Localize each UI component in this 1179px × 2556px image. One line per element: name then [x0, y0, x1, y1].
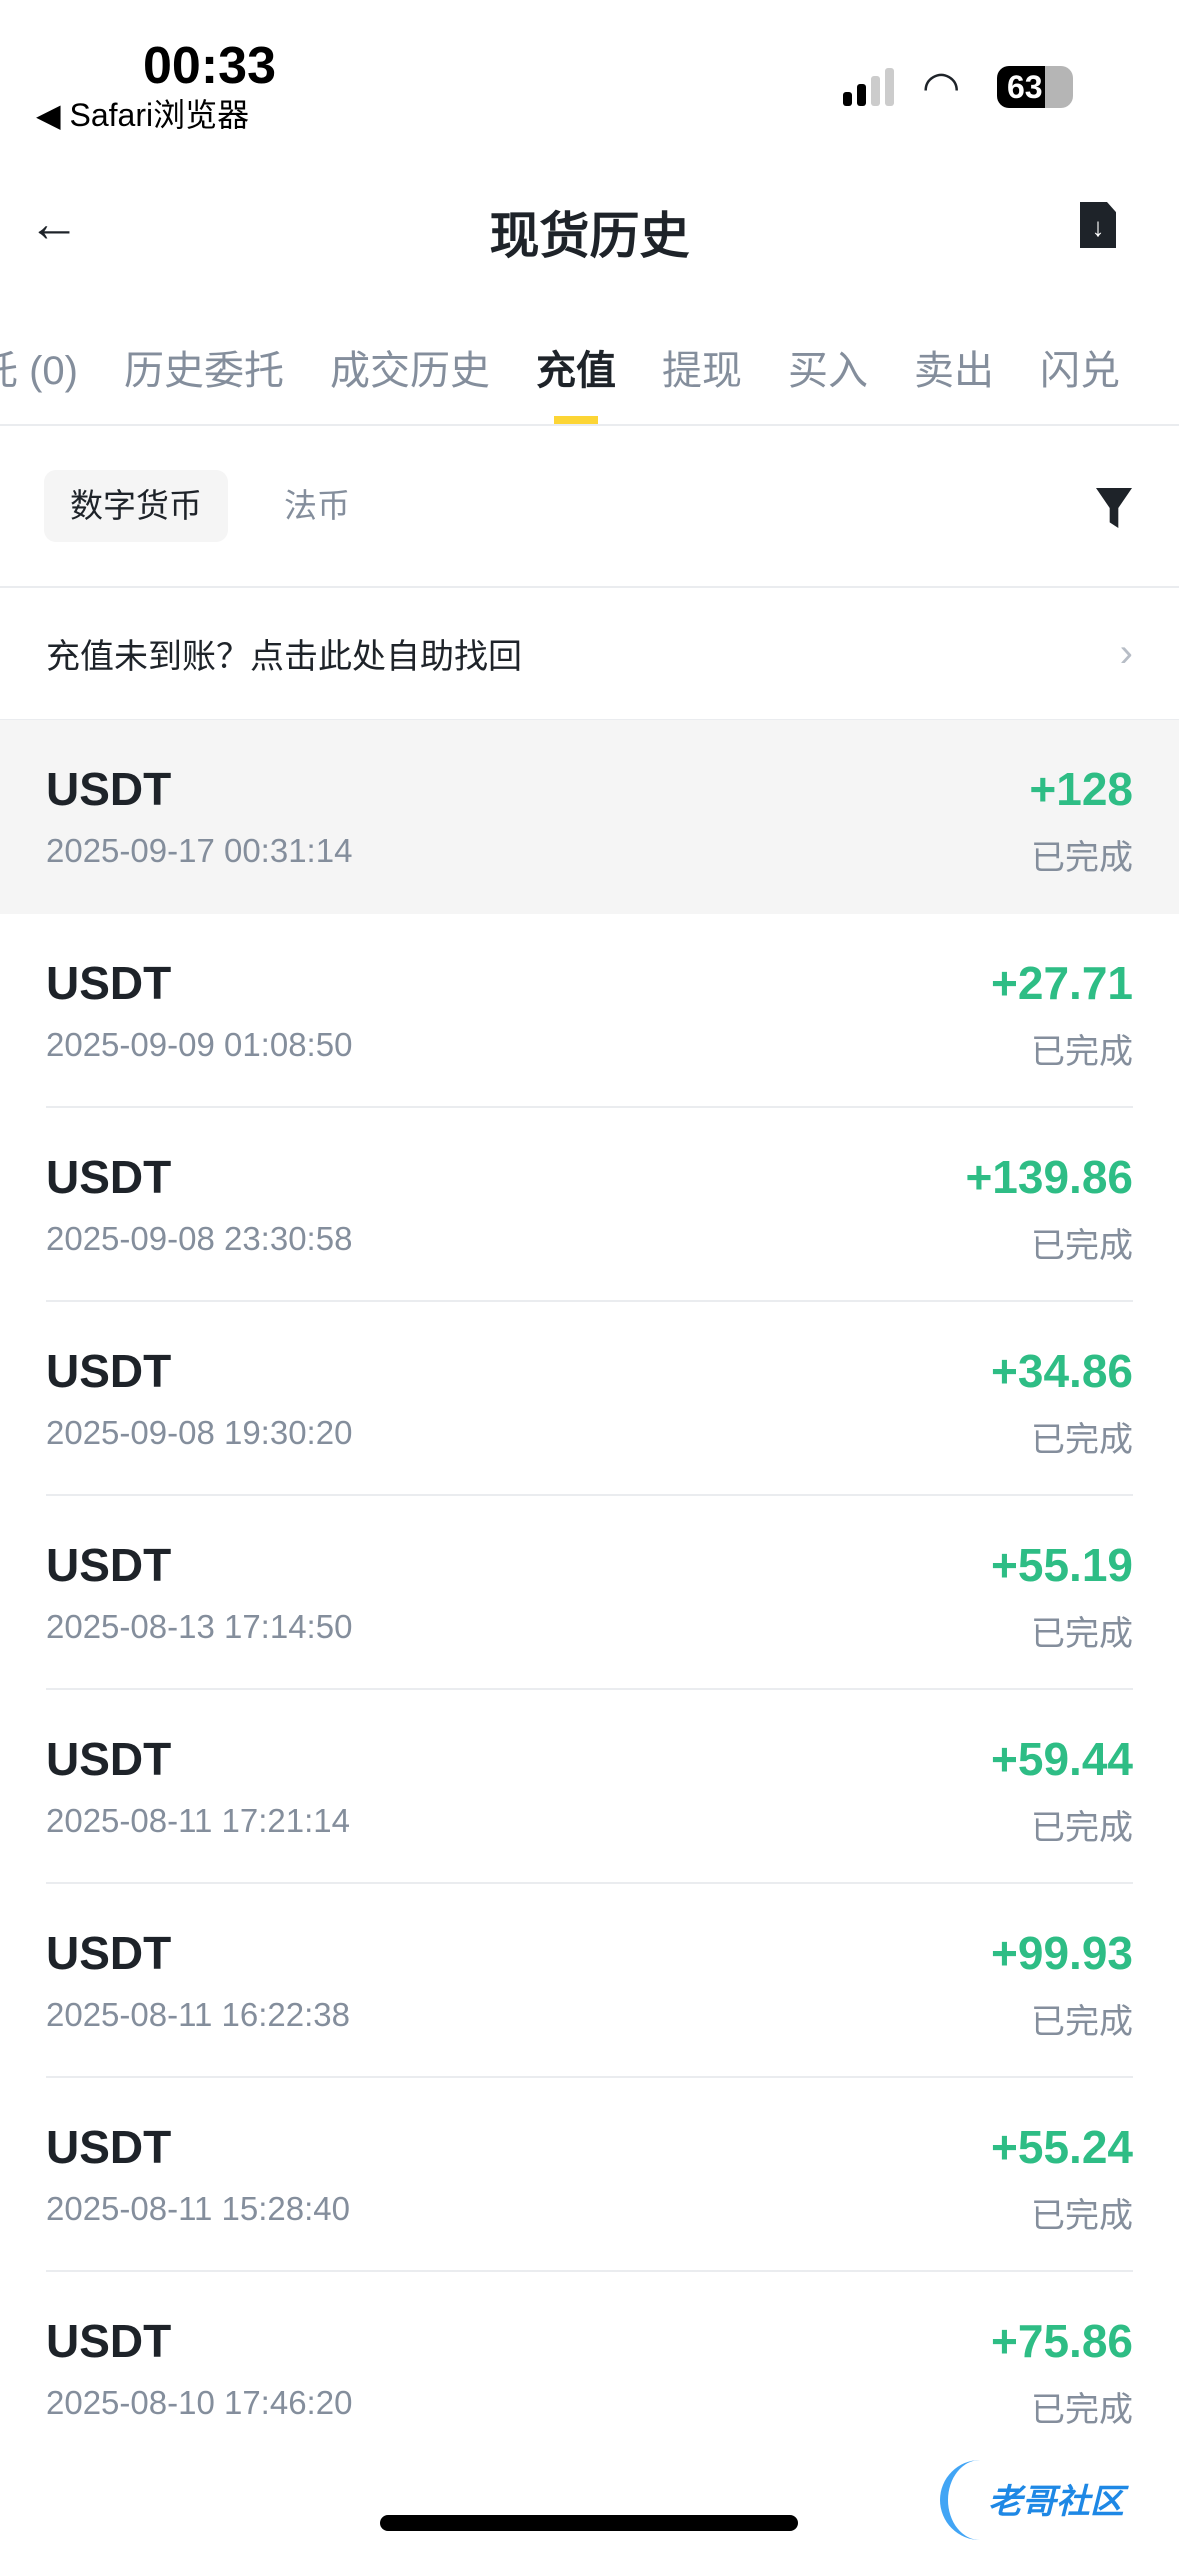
back-to-safari[interactable]: ◀ Safari浏览器 [36, 97, 250, 133]
deposit-recovery-link[interactable]: 充值未到账？点击此处自助找回 › [0, 588, 1179, 719]
header: ← 现货历史 ↓ [0, 180, 1179, 270]
divider [0, 424, 1179, 426]
tab-2[interactable]: 成交历史 [330, 349, 490, 393]
coin-name: USDT [46, 957, 172, 1009]
clock: 00:33 [143, 37, 276, 95]
notice-text: 充值未到账？点击此处自助找回 [46, 638, 522, 676]
deposit-time: 2025-09-09 01:08:50 [46, 1026, 353, 1063]
filter-icon[interactable] [1096, 488, 1132, 528]
status-label: 已完成 [1031, 2197, 1133, 2235]
chevron-right-icon: › [1119, 631, 1133, 675]
deposit-time: 2025-08-11 17:21:14 [46, 1802, 350, 1839]
deposit-time: 2025-08-13 17:14:50 [46, 1608, 353, 1645]
battery-icon: 63 [997, 66, 1073, 108]
row-divider [46, 1688, 1133, 1690]
coin-name: USDT [46, 2315, 172, 2367]
deposit-amount: +55.24 [991, 2121, 1133, 2173]
coin-name: USDT [46, 1733, 172, 1785]
download-file-icon[interactable]: ↓ [1080, 202, 1116, 248]
coin-name: USDT [46, 1927, 172, 1979]
wifi-icon: ◠ [922, 63, 961, 112]
row-divider [46, 1882, 1133, 1884]
deposit-amount: +139.86 [965, 1151, 1133, 1203]
deposit-amount: +128 [1029, 763, 1133, 815]
deposit-row[interactable]: USDT 2025-08-10 17:46:20 +75.86 已完成 [0, 2272, 1179, 2466]
coin-name: USDT [46, 2121, 172, 2173]
status-label: 已完成 [1031, 1227, 1133, 1265]
chip-1[interactable]: 法币 [284, 487, 350, 524]
status-label: 已完成 [1031, 839, 1133, 877]
deposit-amount: +34.86 [991, 1345, 1133, 1397]
row-divider [46, 1106, 1133, 1108]
tab-7[interactable]: 闪兑 [1040, 349, 1120, 393]
deposit-amount: +59.44 [991, 1733, 1133, 1785]
deposit-amount: +99.93 [991, 1927, 1133, 1979]
deposit-list: USDT 2025-09-17 00:31:14 +128 已完成 USDT 2025-0… [0, 720, 1179, 2466]
deposit-time: 2025-09-17 00:31:14 [46, 832, 353, 869]
status-label: 已完成 [1031, 1615, 1133, 1653]
status-label: 已完成 [1031, 1033, 1133, 1071]
deposit-row[interactable]: USDT 2025-08-11 17:21:14 +59.44 已完成 [0, 1690, 1179, 1884]
home-indicator[interactable] [380, 2515, 798, 2531]
status-label: 已完成 [1031, 2391, 1133, 2429]
deposit-time: 2025-08-10 17:46:20 [46, 2384, 353, 2421]
signal-icon [843, 68, 894, 106]
tab-bar: 托 (0) 历史委托 成交历史 充值 提现 买入 卖出 闪兑 [0, 338, 1166, 424]
tab-3[interactable]: 充值 [536, 338, 616, 424]
deposit-amount: +75.86 [991, 2315, 1133, 2367]
deposit-time: 2025-08-11 15:28:40 [46, 2190, 350, 2227]
row-divider [46, 1494, 1133, 1496]
deposit-time: 2025-09-08 23:30:58 [46, 1220, 353, 1257]
deposit-row[interactable]: USDT 2025-09-08 23:30:58 +139.86 已完成 [0, 1108, 1179, 1302]
deposit-amount: +27.71 [991, 957, 1133, 1009]
divider [0, 586, 1179, 588]
arrow-left-icon[interactable]: ← [28, 195, 80, 253]
coin-name: USDT [46, 1151, 172, 1203]
status-bar: 00:33 ◀ Safari浏览器 ◠ 63 [0, 0, 1179, 133]
deposit-row[interactable]: USDT 2025-08-13 17:14:50 +55.19 已完成 [0, 1496, 1179, 1690]
deposit-row[interactable]: USDT 2025-09-17 00:31:14 +128 已完成 [0, 720, 1179, 914]
status-label: 已完成 [1031, 1421, 1133, 1459]
deposit-row[interactable]: USDT 2025-09-08 19:30:20 +34.86 已完成 [0, 1302, 1179, 1496]
currency-type-switch: 数字货币 法币 [44, 470, 406, 542]
tab-6[interactable]: 卖出 [914, 349, 994, 393]
coin-name: USDT [46, 1345, 172, 1397]
row-divider [46, 2076, 1133, 2078]
deposit-row[interactable]: USDT 2025-08-11 16:22:38 +99.93 已完成 [0, 1884, 1179, 2078]
tab-1[interactable]: 历史委托 [124, 349, 284, 393]
deposit-time: 2025-08-11 16:22:38 [46, 1996, 350, 2033]
watermark-logo: 老哥社区 [940, 2460, 1150, 2540]
deposit-time: 2025-09-08 19:30:20 [46, 1414, 353, 1451]
tab-0[interactable]: 托 (0) [0, 349, 78, 393]
status-label: 已完成 [1031, 1809, 1133, 1847]
status-label: 已完成 [1031, 2003, 1133, 2041]
tab-4[interactable]: 提现 [662, 349, 742, 393]
deposit-row[interactable]: USDT 2025-08-11 15:28:40 +55.24 已完成 [0, 2078, 1179, 2272]
row-divider [46, 2270, 1133, 2272]
deposit-row[interactable]: USDT 2025-09-09 01:08:50 +27.71 已完成 [0, 914, 1179, 1108]
tab-5[interactable]: 买入 [788, 349, 868, 393]
coin-name: USDT [46, 1539, 172, 1591]
coin-name: USDT [46, 763, 172, 815]
chip-0[interactable]: 数字货币 [44, 470, 228, 542]
row-divider [46, 1300, 1133, 1302]
deposit-amount: +55.19 [991, 1539, 1133, 1591]
page-title: 现货历史 [489, 208, 690, 264]
